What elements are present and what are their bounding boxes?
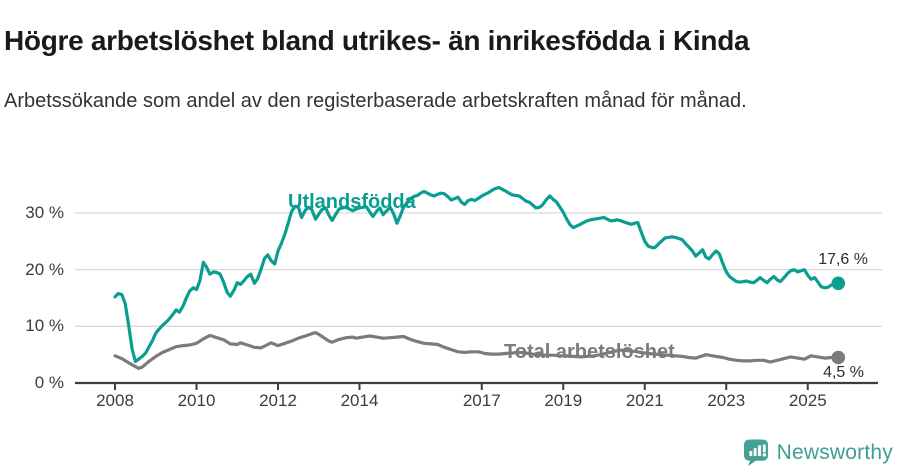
x-axis-label: 2014 [340, 391, 379, 410]
y-axis-label: 10 % [25, 316, 64, 336]
newsworthy-brand-name: Newsworthy [776, 441, 893, 464]
newsworthy-branding: Newsworthy [743, 438, 893, 468]
x-axis-label: 2023 [707, 391, 746, 410]
x-axis-label: 2017 [462, 391, 501, 410]
chart-title: Högre arbetslöshet bland utrikes- än inr… [4, 24, 750, 56]
y-axis-label: 20 % [25, 259, 64, 279]
y-axis-label: 0 % [34, 373, 64, 392]
y-axis-label: 30 % [25, 202, 64, 222]
series-end-dot-total [831, 350, 846, 365]
end-value-label-total: 4,5 % [823, 364, 864, 381]
x-axis-label: 2021 [625, 391, 664, 410]
end-value-label-utlandsfodda: 17,6 % [818, 251, 868, 268]
x-axis-label: 2025 [788, 391, 827, 410]
chart-subtitle: Arbetssökande som andel av den registerb… [4, 90, 747, 112]
x-axis-label: 2010 [177, 391, 216, 410]
newsworthy-logo-icon [743, 439, 768, 467]
exclamation-dot [762, 453, 766, 457]
series-label-total-arbetsloshet: Total arbetslöshet [504, 341, 675, 363]
series-line-total [113, 331, 840, 370]
bar-medium [753, 448, 757, 457]
series-end-dot-utlandsfodda [831, 276, 846, 291]
x-axis-label: 2012 [259, 391, 297, 410]
x-axis-label: 2019 [544, 391, 583, 410]
series-line-utlandsfodda [113, 185, 840, 364]
exclamation-stem [762, 444, 766, 453]
x-axis-label: 2008 [96, 391, 134, 410]
bar-tall [757, 445, 761, 457]
bar-small [748, 451, 752, 457]
series-label-utlandsfodda: Utlandsfödda [288, 191, 416, 213]
